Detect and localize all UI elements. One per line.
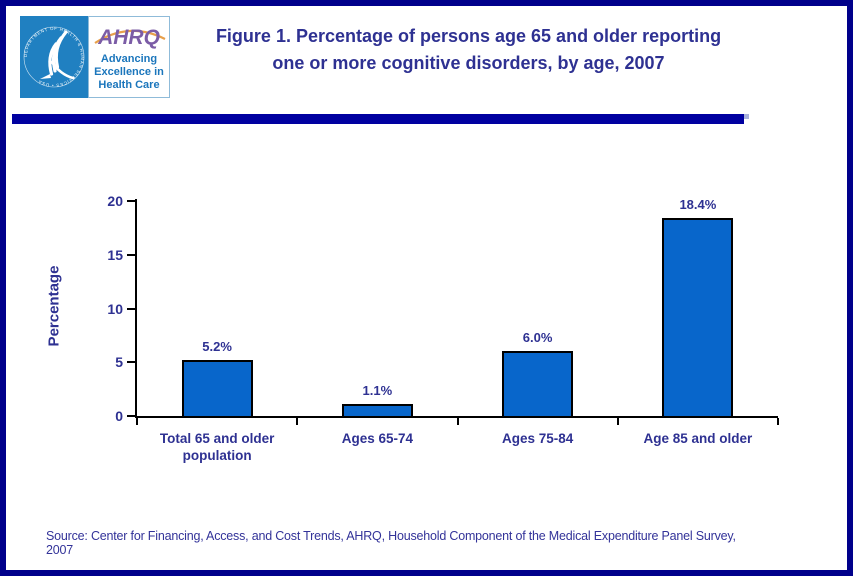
x-tick	[616, 418, 619, 425]
tagline-line: Excellence in	[94, 66, 164, 78]
y-tick	[127, 253, 135, 256]
x-tick	[136, 418, 138, 425]
y-tick	[127, 415, 135, 417]
y-tick-label: 5	[115, 354, 123, 371]
x-category-label: Ages 65-74	[341, 431, 414, 446]
ahrq-arc-icon	[94, 29, 166, 44]
x-category-label: Ages 75-84	[501, 431, 574, 446]
ahrq-tagline: Advancing Excellence in Health Care	[89, 53, 169, 92]
x-tick	[296, 418, 299, 425]
y-tick-label: 0	[115, 408, 123, 424]
tagline-line: Advancing	[100, 53, 158, 65]
x-category-label: Age 85 and older	[643, 431, 753, 446]
tagline-line: Health Care	[98, 79, 160, 91]
bar	[502, 351, 574, 416]
figure-title-line2: one or more cognitive disorders, by age,…	[272, 53, 665, 73]
bar	[341, 404, 413, 416]
bar	[662, 218, 734, 416]
bar-value-label: 1.1%	[362, 383, 393, 398]
y-tick-label: 15	[107, 246, 123, 263]
x-tick	[777, 418, 779, 425]
figure-title: Figure 1. Percentage of persons age 65 a…	[176, 23, 761, 77]
y-axis-title: Percentage	[45, 265, 63, 347]
figure-title-line1: Figure 1. Percentage of persons age 65 a…	[215, 26, 722, 46]
x-axis-line	[135, 416, 778, 418]
source-note: Source: Center for Financing, Access, an…	[46, 529, 836, 557]
hhs-eagle-icon	[48, 30, 75, 80]
bar-value-label: 5.2%	[202, 339, 232, 354]
x-tick	[456, 418, 459, 425]
y-tick-label: 20	[107, 193, 123, 209]
y-tick-label: 10	[107, 300, 123, 317]
y-tick	[127, 307, 135, 310]
ahrq-logo: AHRQ Advancing Excellence in Health Care	[88, 16, 170, 98]
hhs-seal-icon: DEPARTMENT OF HEALTH & HUMAN SERVICES • …	[20, 16, 88, 98]
bar-value-label: 18.4%	[679, 197, 717, 212]
header-divider-bar	[12, 114, 744, 124]
y-axis-line	[135, 199, 137, 418]
bar-chart: Percentage 0 5 10 15 20 5.2% Total 65 and olde…	[6, 6, 847, 570]
x-category-label: Total 65 and older population	[159, 431, 275, 463]
bar-value-label: 6.0%	[522, 330, 553, 345]
source-line2: 2007	[46, 543, 74, 557]
y-tick	[127, 361, 135, 364]
y-tick	[127, 200, 135, 202]
bar	[181, 360, 253, 416]
ahrq-acronym: AHRQ	[98, 26, 160, 49]
header-divider-tip	[744, 114, 749, 119]
ahrq-hhs-logo: DEPARTMENT OF HEALTH & HUMAN SERVICES • …	[20, 16, 170, 98]
source-line1: Source: Center for Financing, Access, an…	[46, 529, 736, 543]
